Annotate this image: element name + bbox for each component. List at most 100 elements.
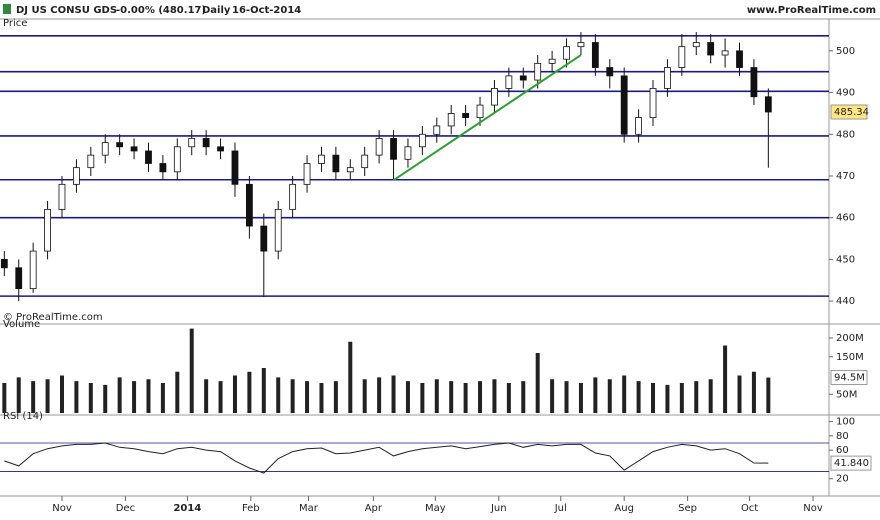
candle-body <box>519 75 527 81</box>
candle-body <box>390 138 397 160</box>
y-tick-label: 100 <box>836 417 855 428</box>
candle-body <box>15 267 23 290</box>
candle-body <box>318 154 325 164</box>
candle-body <box>361 154 369 169</box>
volume-bar <box>146 379 151 413</box>
volume-bar <box>59 375 64 413</box>
candle-body <box>649 88 657 119</box>
volume-bar <box>434 379 439 413</box>
x-tick-label: 2014 <box>173 503 201 514</box>
candle-body <box>591 42 599 68</box>
x-tick-label: Nov <box>803 503 823 514</box>
candle-body <box>73 167 80 185</box>
copyright: © ProRealTime.com <box>3 312 103 323</box>
y-tick-label: 60 <box>836 445 849 456</box>
rsi-line <box>4 442 769 474</box>
candle-body <box>764 96 772 113</box>
last-value: 485.34 <box>834 107 869 118</box>
candle-body <box>303 163 311 185</box>
candle-body <box>664 67 671 89</box>
volume-bar <box>723 345 728 413</box>
volume-bar <box>247 371 252 413</box>
candle-body <box>44 208 51 252</box>
header: DJ US CONSU GDS -0.00% (480.17) Daily 16… <box>3 4 876 16</box>
volume-bar <box>319 383 324 413</box>
volume-bar <box>290 379 295 413</box>
volume-bar <box>2 383 7 413</box>
y-tick-label: 440 <box>836 296 855 307</box>
candle-body <box>289 183 297 210</box>
volume-bar <box>362 379 367 413</box>
volume-bar <box>348 341 353 413</box>
volume-bar <box>420 383 425 413</box>
site: www.ProRealTime.com <box>747 5 876 16</box>
volume-bar <box>751 371 756 413</box>
volume-bar <box>708 379 713 413</box>
candle-body <box>29 250 37 290</box>
candle-body <box>491 88 498 106</box>
candle-body <box>245 183 253 227</box>
x-tick-label: Jun <box>490 503 507 514</box>
logo <box>3 4 11 14</box>
candle-body <box>159 163 167 173</box>
candle-body <box>231 150 239 185</box>
candle-body <box>173 146 181 173</box>
volume-bar <box>132 381 137 413</box>
candle-body <box>548 58 556 64</box>
panel-label: Price <box>3 18 27 29</box>
x-tick-label: Nov <box>52 503 72 514</box>
trendline <box>392 54 582 182</box>
y-tick-label: 80 <box>836 431 849 442</box>
y-tick-label: 500 <box>836 46 855 57</box>
volume-bar <box>276 377 281 413</box>
y-tick-label: 460 <box>836 213 855 224</box>
candle-body <box>505 75 513 89</box>
x-tick-label: Sep <box>678 503 697 514</box>
volume-bar <box>189 328 194 413</box>
volume-bar <box>636 381 641 413</box>
x-tick-label: Dec <box>116 503 135 514</box>
candle-body <box>375 138 383 156</box>
x-tick-label: Mar <box>299 503 319 514</box>
volume-bar <box>478 381 483 413</box>
candle-body <box>534 62 542 81</box>
candle-body <box>145 150 152 164</box>
volume-bar <box>521 381 526 413</box>
volume-bar <box>737 375 742 413</box>
candle-body <box>418 133 426 148</box>
candle-body <box>462 113 470 119</box>
last-value-box <box>830 455 872 471</box>
candle-body <box>433 125 441 135</box>
candle-body <box>620 75 628 135</box>
y-tick-label: 480 <box>836 129 855 140</box>
volume-bar <box>45 379 50 413</box>
volume-bar <box>333 381 338 413</box>
volume-bar <box>607 379 612 413</box>
volume-bar <box>391 375 396 413</box>
volume-bar <box>665 384 670 413</box>
candle-body <box>635 117 643 135</box>
x-tick-label: Jul <box>554 503 567 514</box>
candle-body <box>476 104 484 119</box>
volume-bar <box>377 377 382 413</box>
volume-bar <box>492 379 497 413</box>
y-tick-label: 50M <box>836 389 857 400</box>
last-value: 94.5M <box>834 373 865 384</box>
x-tick-label: Oct <box>741 503 758 514</box>
candle-body <box>577 42 585 48</box>
volume-bar <box>506 383 511 413</box>
candle-body <box>188 138 196 148</box>
volume-bar <box>564 381 569 413</box>
candle-body <box>346 167 354 173</box>
volume-bar <box>305 381 310 413</box>
candle-body <box>101 142 109 156</box>
last-value: 41.840 <box>834 458 869 469</box>
x-tick-label: May <box>425 503 446 514</box>
candle-body <box>563 46 570 60</box>
candle-body <box>217 146 224 152</box>
candle-body <box>274 208 282 252</box>
volume-bar <box>405 381 410 413</box>
volume-bar <box>160 383 165 413</box>
